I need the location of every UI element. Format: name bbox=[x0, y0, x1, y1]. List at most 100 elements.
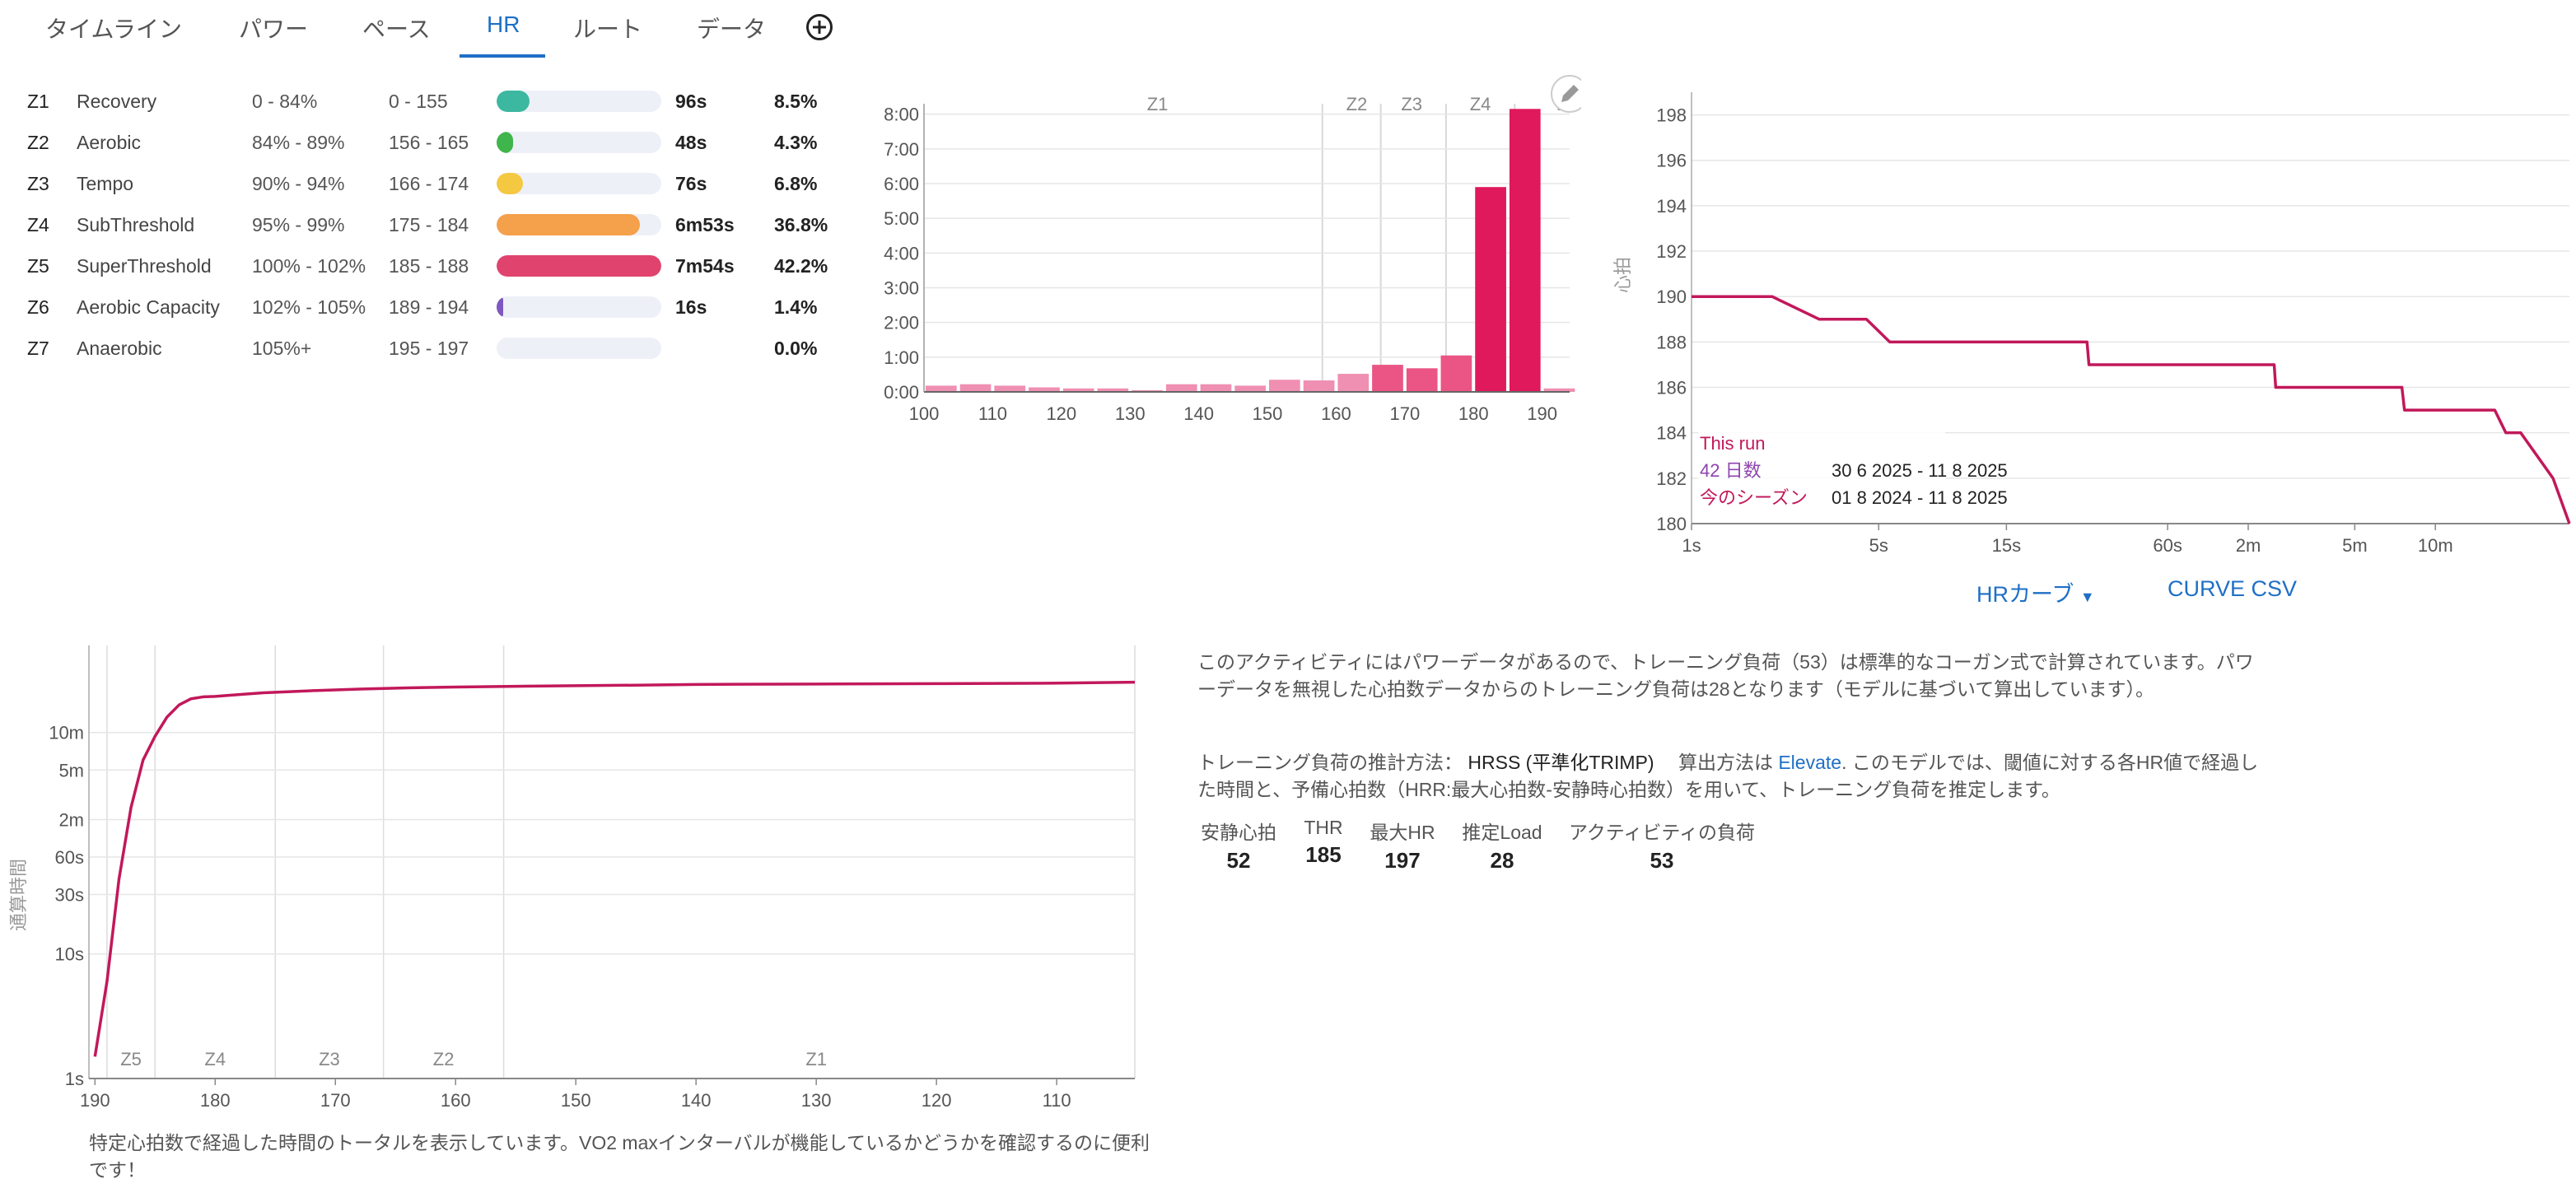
zone-bpm-range: 189 - 194 bbox=[389, 296, 469, 318]
x-tick-label: 140 bbox=[1183, 403, 1214, 424]
zone-bar-fill bbox=[497, 132, 513, 153]
histogram-bar bbox=[1543, 388, 1575, 392]
zone-row-z6: Z6 Aerobic Capacity 102% - 105% 189 - 194 16… bbox=[0, 287, 832, 328]
x-tick-label: 140 bbox=[681, 1090, 712, 1111]
y-tick-label: 30s bbox=[55, 885, 84, 906]
zone-time: 6m53s bbox=[675, 214, 735, 235]
legend-label: 今のシーズン bbox=[1700, 487, 1808, 508]
zone-bpm-range: 156 - 165 bbox=[389, 132, 469, 153]
this-run-line bbox=[1692, 295, 2571, 524]
y-tick-label: 5:00 bbox=[884, 208, 919, 229]
histogram-bar bbox=[1509, 109, 1541, 392]
histogram-bar bbox=[1475, 187, 1506, 392]
zone-bar-track bbox=[497, 296, 661, 318]
zone-percent-range: 105%+ bbox=[252, 338, 312, 359]
active-tab-indicator bbox=[460, 54, 545, 58]
zone-bar-track bbox=[497, 173, 661, 194]
zone-share: 8.5% bbox=[774, 91, 818, 112]
zone-percent-range: 90% - 94% bbox=[252, 173, 345, 194]
zone-label: Z3 bbox=[319, 1049, 340, 1069]
y-tick-label: 2:00 bbox=[884, 313, 919, 333]
zone-time: 7m54s bbox=[675, 255, 735, 277]
zone-row-z4: Z4 SubThreshold 95% - 99% 175 - 184 6m53s 36.… bbox=[0, 204, 832, 245]
x-tick-label: 190 bbox=[80, 1090, 110, 1111]
zone-label: Z4 bbox=[204, 1049, 226, 1069]
zone-percent-range: 0 - 84% bbox=[252, 91, 318, 112]
x-tick-label: 5s bbox=[1869, 535, 1888, 556]
y-tick-label: 4:00 bbox=[884, 243, 919, 263]
tab-hr[interactable]: HR bbox=[487, 12, 520, 37]
x-tick-label: 180 bbox=[200, 1090, 231, 1111]
zone-row-z7: Z7 Anaerobic 105%+ 195 - 197 0.0% bbox=[0, 328, 832, 369]
zone-label: Z5 bbox=[120, 1049, 142, 1069]
legend-label: 42 日数 bbox=[1700, 460, 1762, 481]
tab-timeline[interactable]: タイムライン bbox=[45, 16, 183, 42]
chart-caption: 特定心拍数で経過した時間のトータルを表示しています。VO2 maxインターバルが… bbox=[89, 1132, 1150, 1181]
tab-data[interactable]: データ bbox=[697, 16, 767, 42]
zone-share: 42.2% bbox=[774, 255, 828, 277]
load-method-description: トレーニング負荷の推計方法： HRSS (平準化TRIMP) 算出方法は Ele… bbox=[1197, 749, 2260, 804]
stat-thr: THR 185 bbox=[1304, 817, 1343, 867]
zone-share: 6.8% bbox=[774, 173, 818, 194]
zone-id: Z1 bbox=[27, 91, 49, 112]
tab-power[interactable]: パワー bbox=[239, 16, 309, 42]
x-tick-label: 120 bbox=[922, 1090, 952, 1111]
zone-percent-range: 95% - 99% bbox=[252, 214, 345, 235]
zone-id: Z3 bbox=[27, 173, 49, 194]
zone-share: 36.8% bbox=[774, 214, 828, 235]
elevate-link[interactable]: Elevate bbox=[1778, 752, 1842, 773]
zone-time: 48s bbox=[675, 132, 707, 153]
y-tick-label: 7:00 bbox=[884, 139, 919, 160]
tab-pace[interactable]: ペース bbox=[362, 16, 431, 42]
zone-row-z2: Z2 Aerobic 84% - 89% 156 - 165 48s 4.3% bbox=[0, 122, 832, 163]
legend-range: 01 8 2024 - 11 8 2025 bbox=[1832, 487, 2008, 508]
curve-csv-button[interactable]: CURVE CSV bbox=[2168, 576, 2298, 601]
histogram-bar bbox=[1337, 374, 1370, 392]
histogram-bar bbox=[1234, 385, 1267, 392]
zone-bar-track bbox=[497, 132, 661, 153]
zone-time: 76s bbox=[675, 173, 707, 194]
zone-label: Z1 bbox=[1147, 94, 1169, 114]
histogram-bar bbox=[1200, 384, 1232, 392]
y-tick-label: 184 bbox=[1656, 423, 1687, 444]
y-tick-label: 3:00 bbox=[884, 277, 919, 298]
x-tick-label: 130 bbox=[1115, 403, 1146, 424]
hr-curve-dropdown[interactable]: HRカーブ ▼ bbox=[1976, 582, 2095, 607]
zone-id: Z6 bbox=[27, 296, 49, 318]
stat-max-hr: 最大HR 197 bbox=[1370, 822, 1435, 873]
method-label: トレーニング負荷の推計方法： bbox=[1197, 752, 1463, 773]
pencil-icon[interactable] bbox=[1551, 75, 1581, 113]
zone-label: Z3 bbox=[1401, 94, 1422, 114]
zone-name: Aerobic bbox=[77, 132, 141, 153]
x-tick-label: 190 bbox=[1527, 403, 1557, 424]
zone-bpm-range: 0 - 155 bbox=[389, 91, 448, 112]
hr-histogram-chart: 0:00 1:00 2:00 3:00 4:00 5:00 6:00 7:00 8:00 Z1 Z2… bbox=[884, 75, 1581, 424]
y-axis-title: 心拍 bbox=[1612, 257, 1633, 293]
x-tick-label: 2m bbox=[2236, 535, 2261, 556]
y-tick-label: 194 bbox=[1656, 196, 1687, 217]
cumulative-time-line bbox=[93, 680, 1136, 1057]
x-tick-label: 5m bbox=[2342, 535, 2368, 556]
y-tick-label: 5m bbox=[58, 760, 84, 780]
method-model: HRSS (平準化TRIMP) bbox=[1468, 752, 1654, 773]
zone-name: Anaerobic bbox=[77, 338, 162, 359]
y-axis-title: 通算時間 bbox=[8, 859, 29, 931]
histogram-bar bbox=[1406, 368, 1438, 392]
zone-id: Z7 bbox=[27, 338, 49, 359]
legend-background bbox=[1698, 425, 1945, 522]
tab-route[interactable]: ルート bbox=[573, 16, 643, 42]
y-tick-label: 0:00 bbox=[884, 382, 919, 403]
y-tick-label: 6:00 bbox=[884, 174, 919, 194]
x-tick-label: 180 bbox=[1458, 403, 1489, 424]
zone-bar-track bbox=[497, 214, 661, 235]
zone-id: Z5 bbox=[27, 255, 49, 277]
x-tick-label: 110 bbox=[1043, 1090, 1071, 1111]
load-description: このアクティビティにはパワーデータがあるので、トレーニング負荷（53）は標準的な… bbox=[1197, 651, 2254, 700]
add-tab-icon[interactable] bbox=[805, 13, 833, 41]
x-tick-label: 10m bbox=[2418, 535, 2453, 556]
y-tick-label: 1s bbox=[65, 1069, 84, 1089]
zone-name: Aerobic Capacity bbox=[77, 296, 220, 318]
y-tick-label: 198 bbox=[1656, 105, 1687, 126]
x-tick-label: 160 bbox=[1321, 403, 1351, 424]
zone-share: 4.3% bbox=[774, 132, 818, 153]
